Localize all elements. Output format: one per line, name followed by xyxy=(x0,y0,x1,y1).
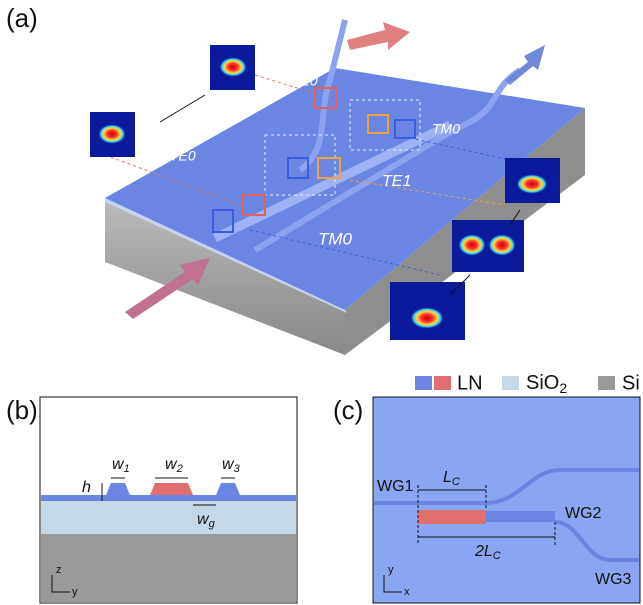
axis-label: y xyxy=(72,586,78,598)
text: SiO xyxy=(526,372,559,394)
text: C xyxy=(452,476,460,488)
axis-label: z xyxy=(56,564,62,576)
output-arrow xyxy=(505,45,545,85)
mode-label: TM0 xyxy=(432,121,460,137)
figure: (a) TE0 TE0 TM0 TM0 TE1 LN SiO2 Si (b) w… xyxy=(0,0,643,605)
legend-label: LN xyxy=(457,372,483,394)
mode-profile xyxy=(90,112,135,157)
shape xyxy=(410,307,444,329)
output-arrow xyxy=(347,22,410,50)
shape xyxy=(98,124,126,144)
silicon-layer xyxy=(41,534,296,602)
shape xyxy=(516,174,548,194)
arrow xyxy=(160,95,205,122)
legend-swatch xyxy=(598,376,615,390)
text: C xyxy=(493,550,501,562)
wg-label: WG3 xyxy=(595,571,632,588)
mode-profile xyxy=(452,220,524,272)
panel-label: (c) xyxy=(333,395,363,425)
wg-label: WG1 xyxy=(377,478,414,495)
axis-label: y xyxy=(388,564,394,576)
waveguide xyxy=(486,511,555,522)
oxide-layer xyxy=(41,501,296,534)
axis-label: x xyxy=(404,586,410,598)
waveguide xyxy=(418,510,486,524)
text: 2 xyxy=(176,463,183,475)
mode-label: TM0 xyxy=(318,229,353,248)
shape xyxy=(219,57,247,77)
text: 2 xyxy=(559,380,567,396)
panel-label: (a) xyxy=(6,3,38,33)
mode-profile xyxy=(210,45,255,90)
legend-swatch xyxy=(415,376,432,390)
text: L xyxy=(443,469,452,486)
text: 2L xyxy=(474,543,493,560)
text: 3 xyxy=(234,463,241,475)
ln-slab xyxy=(41,495,296,501)
legend-label: Si xyxy=(622,372,640,394)
legend-swatch xyxy=(434,376,451,390)
mode-profile xyxy=(505,158,560,203)
text: g xyxy=(209,518,216,530)
text: 1 xyxy=(124,463,130,475)
mode-label: TE0 xyxy=(170,148,196,164)
panel-label: (b) xyxy=(6,395,38,425)
legend-swatch xyxy=(502,376,519,390)
wg-label: WG2 xyxy=(565,505,602,522)
shape xyxy=(458,234,486,256)
mode-label: TE0 xyxy=(292,73,318,89)
legend-label: SiO2 xyxy=(526,372,567,395)
shape xyxy=(488,234,516,256)
waveguide xyxy=(150,483,193,495)
mode-label: TE1 xyxy=(382,173,411,190)
dim-label: h xyxy=(82,479,91,496)
